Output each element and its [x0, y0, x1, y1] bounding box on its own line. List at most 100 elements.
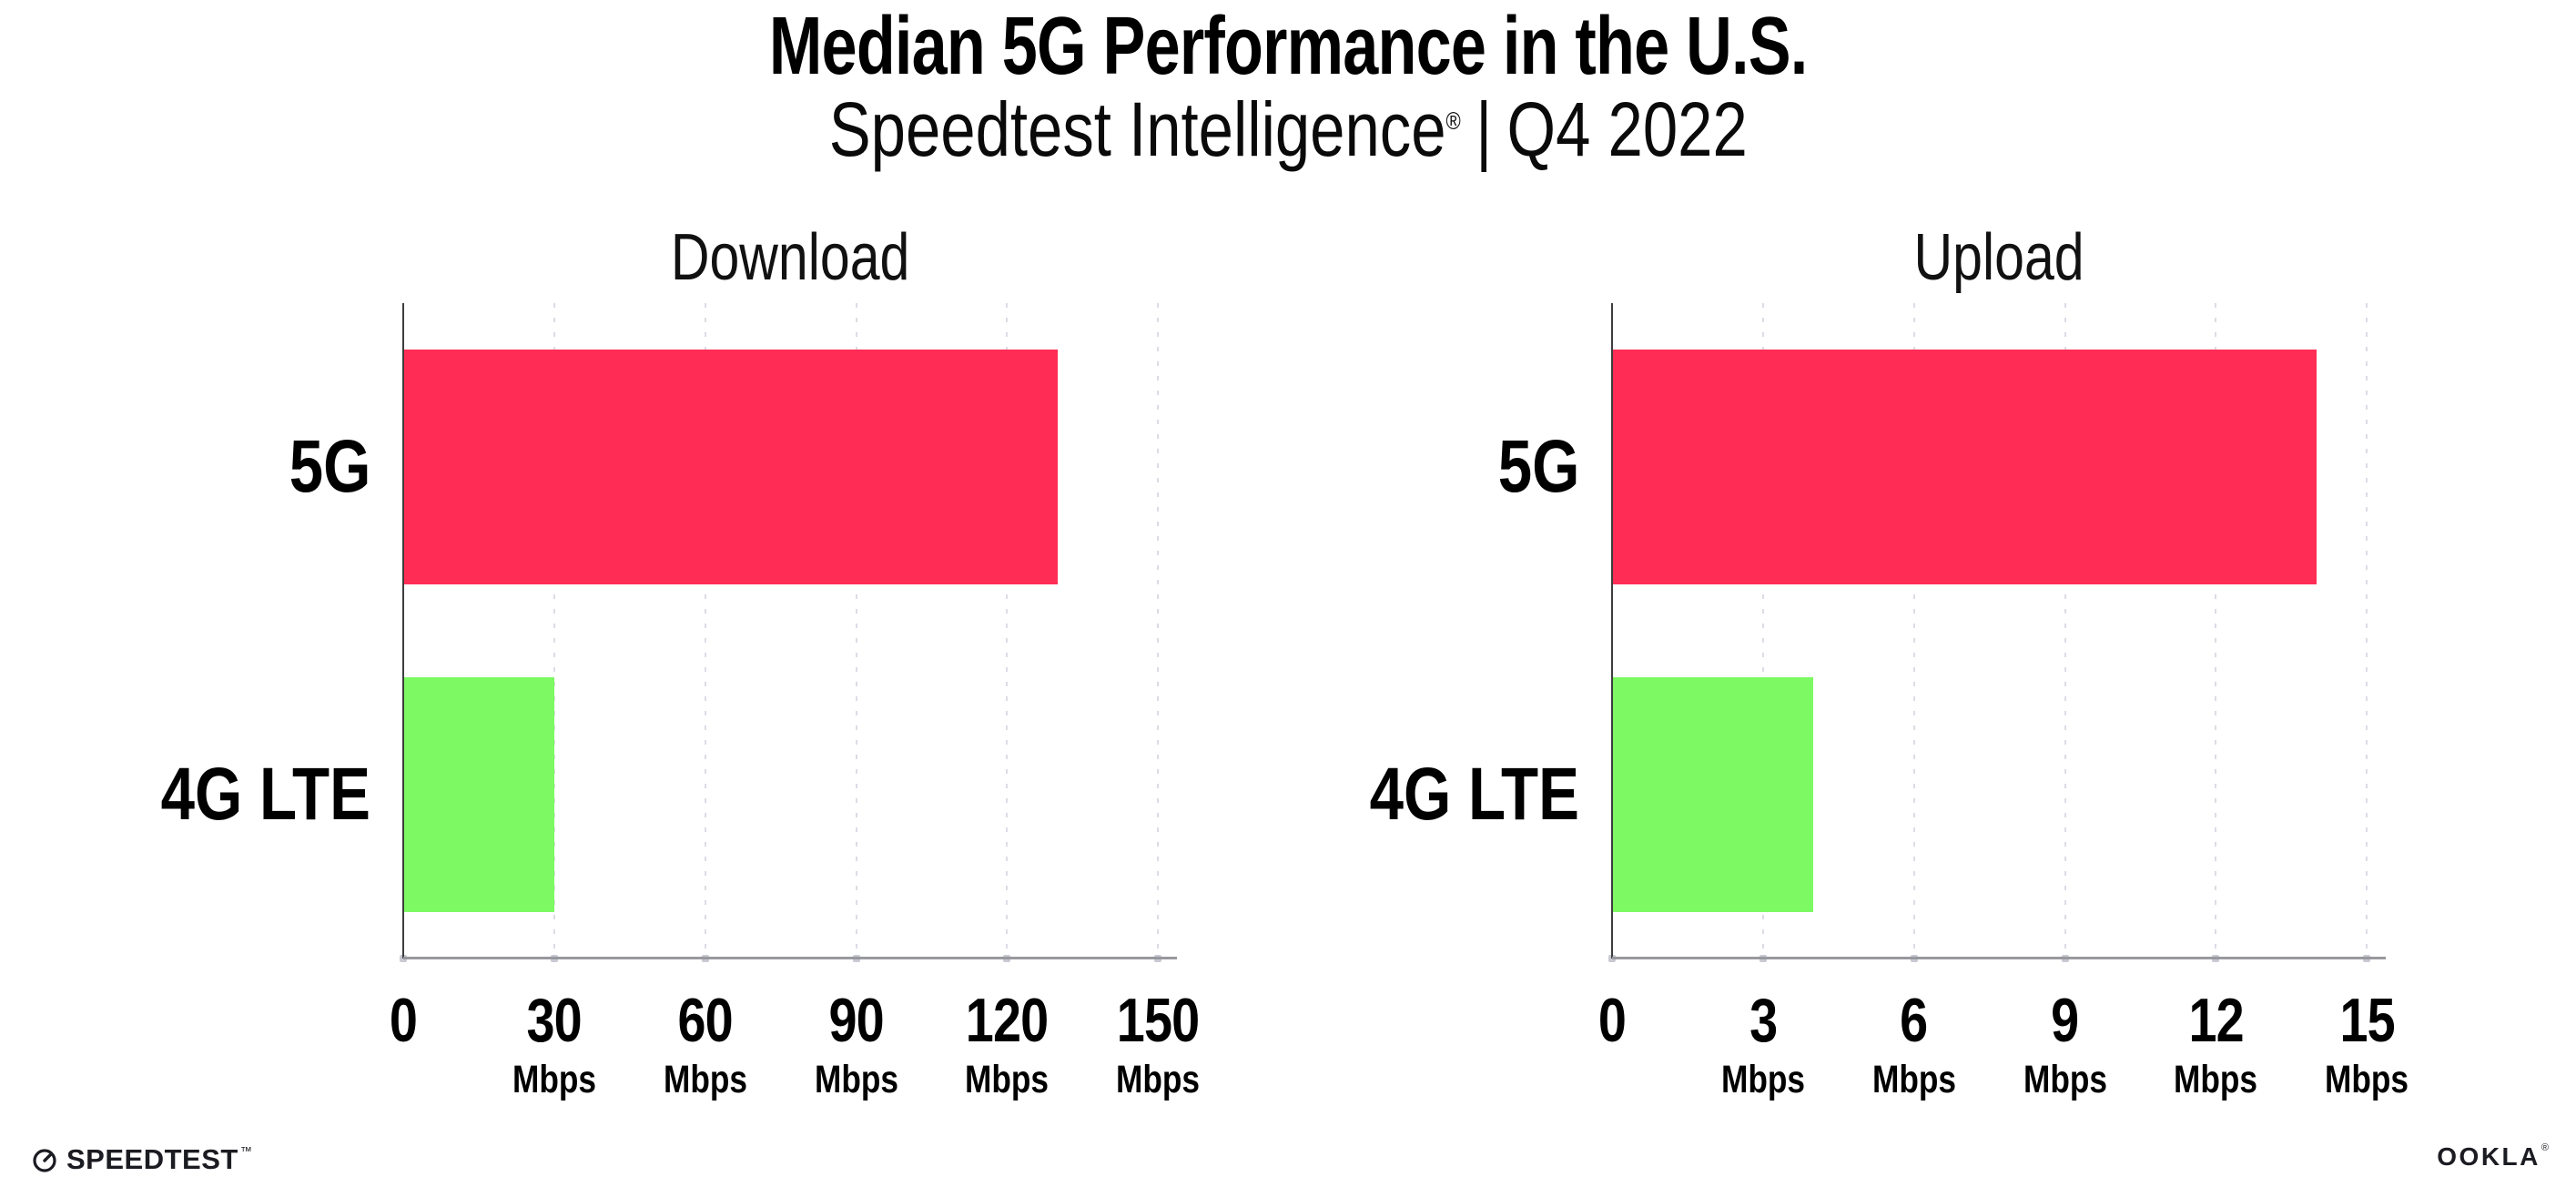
x-tick-90: 90 Mbps: [805, 986, 907, 1102]
x-tick-3: 3 Mbps: [1712, 986, 1814, 1100]
x-tick-number: 120: [956, 986, 1058, 1055]
gridline-60: [704, 303, 706, 959]
x-tick-number-text: 60: [677, 986, 734, 1055]
x-tick-30: 30 Mbps: [503, 986, 605, 1100]
x-tick-number-text: 6: [1900, 986, 1929, 1055]
x-tick-unit-text: Mbps: [2174, 1058, 2258, 1102]
category-label-4g-lte: 4G LTE: [115, 757, 370, 832]
bar-4g-lte: [403, 677, 554, 912]
x-tick-15: 15 Mbps: [2316, 986, 2418, 1100]
x-tick-number-text: 120: [966, 986, 1049, 1055]
category-label-5g: 5G: [1480, 430, 1579, 504]
x-tick-unit: Mbps: [956, 1060, 1058, 1100]
x-tick-number-text: 30: [526, 986, 583, 1055]
x-tick-unit: Mbps: [2316, 1060, 2418, 1100]
x-axis-line: [1612, 957, 2386, 959]
x-tick-number-text: 15: [2339, 986, 2395, 1055]
category-label-4g-lte: 4G LTE: [1323, 757, 1579, 832]
download-chart-title-text: Download: [670, 221, 910, 294]
upload-plot-area: [1608, 303, 2386, 962]
category-label-text: 4G LTE: [1369, 753, 1579, 836]
bar-5g: [1612, 350, 2317, 584]
x-tick-unit-text: Mbps: [2325, 1058, 2409, 1102]
x-tick-unit-text: Mbps: [512, 1058, 596, 1102]
x-tick-number-text: 0: [1597, 986, 1627, 1055]
bar-5g: [403, 350, 1058, 584]
x-tick-unit: Mbps: [2013, 1060, 2115, 1100]
x-tick-number-text: 0: [389, 986, 418, 1055]
speedtest-trademark: ™: [239, 1144, 252, 1158]
speedtest-logo: SPEEDTEST ™: [31, 1144, 252, 1173]
x-tick-number-text: 90: [828, 986, 884, 1055]
x-tick-unit-text: Mbps: [2023, 1058, 2107, 1102]
category-label-text: 5G: [289, 425, 370, 508]
download-chart-title: Download: [403, 225, 1177, 290]
x-tick-150: 150 Mbps: [1107, 986, 1209, 1100]
x-tick-unit-text: Mbps: [1116, 1058, 1201, 1102]
x-tick-9: 9 Mbps: [2013, 986, 2115, 1100]
x-tick-number: 0: [387, 986, 421, 1055]
x-tick-number: 6: [1863, 986, 1965, 1055]
x-tick-number: 150: [1107, 986, 1209, 1055]
x-tick-number: 0: [1596, 986, 1629, 1055]
x-tick-number-text: 3: [1749, 986, 1778, 1055]
x-tick-number-text: 9: [2051, 986, 2079, 1055]
category-label-text: 5G: [1497, 425, 1579, 508]
x-tick-number: 12: [2165, 986, 2267, 1055]
category-label-5g: 5G: [271, 430, 370, 504]
x-tick-0: 0: [387, 986, 421, 1055]
speedtest-gauge-icon: [33, 1148, 56, 1172]
subtitle-separator: |: [1475, 86, 1492, 172]
download-category-labels: 5G 4G LTE: [39, 303, 403, 959]
gridline-3: [1761, 303, 1764, 959]
x-tick-12: 12 Mbps: [2165, 986, 2267, 1102]
download-x-tick-labels: 0 30 Mbps 60 Mbps 90 Mbps 120 Mbps 150 Mbps: [390, 986, 1200, 1106]
x-tick-number-text: 12: [2188, 986, 2244, 1055]
x-tick-unit: Mbps: [503, 1060, 605, 1100]
download-chart: Download 5G 4G LTE 0 30 Mbps 60 Mbps 90 Mbps 120…: [39, 0, 1201, 1197]
upload-category-labels: 5G 4G LTE: [1248, 303, 1612, 959]
subtitle-brand: Speedtest Intelligence: [828, 86, 1446, 172]
x-tick-number: 15: [2316, 986, 2418, 1055]
x-tick-unit-text: Mbps: [663, 1058, 747, 1102]
y-axis-line: [402, 303, 404, 959]
chart-subtitle-text: Speedtest Intelligence® | Q4 2022: [828, 91, 1747, 167]
ookla-logo: OOKLA ®: [2437, 1142, 2549, 1170]
x-tick-0: 0: [1596, 986, 1629, 1055]
upload-x-tick-labels: 0 3 Mbps 6 Mbps 9 Mbps 12 Mbps 15 Mbps: [1598, 986, 2409, 1106]
x-tick-unit-text: Mbps: [1871, 1058, 1956, 1102]
x-tick-unit-text: Mbps: [965, 1058, 1050, 1102]
x-tick-number: 9: [2013, 986, 2115, 1055]
x-tick-number: 3: [1712, 986, 1814, 1055]
gridline-120: [1006, 303, 1009, 959]
gridline-30: [553, 303, 555, 959]
subtitle-period: Q4 2022: [1506, 86, 1748, 172]
subtitle-registered-mark: ®: [1445, 107, 1461, 135]
x-tick-unit-text: Mbps: [814, 1058, 898, 1102]
gridline-12: [2215, 303, 2217, 959]
upload-chart-title: Upload: [1612, 225, 2386, 290]
gridline-9: [2064, 303, 2066, 959]
x-tick-number: 60: [654, 986, 756, 1055]
x-axis-line: [403, 957, 1177, 959]
y-axis-line: [1611, 303, 1613, 959]
x-tick-number: 90: [805, 986, 907, 1055]
category-label-text: 4G LTE: [160, 753, 370, 836]
chart-main-title: Median 5G Performance in the U.S.: [0, 5, 2576, 87]
x-tick-60: 60 Mbps: [654, 986, 756, 1102]
x-tick-unit-text: Mbps: [1720, 1058, 1805, 1102]
x-tick-number-text: 150: [1116, 986, 1200, 1055]
upload-chart: Upload 5G 4G LTE 0 3 Mbps 6 Mbps 9 Mbps 12 Mbps 15…: [1248, 0, 2409, 1197]
x-tick-6: 6 Mbps: [1863, 986, 1965, 1100]
ookla-registered-mark: ®: [2541, 1142, 2549, 1153]
x-tick-unit: Mbps: [1107, 1060, 1209, 1100]
gridline-150: [1157, 303, 1160, 959]
upload-chart-title-text: Upload: [1913, 221, 2084, 294]
x-tick-number: 30: [503, 986, 605, 1055]
download-plot-area: [400, 303, 1177, 962]
gridline-6: [1912, 303, 1915, 959]
x-tick-unit: Mbps: [1863, 1060, 1965, 1100]
chart-main-title-text: Median 5G Performance in the U.S.: [768, 1, 1808, 92]
x-tick-unit: Mbps: [1712, 1060, 1814, 1100]
